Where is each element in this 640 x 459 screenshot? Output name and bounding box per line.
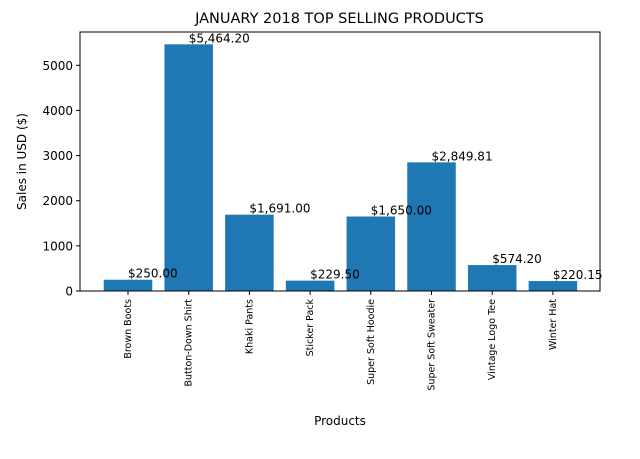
x-tick-label: Super Soft Hoodie bbox=[366, 299, 377, 385]
x-tick-label: Button-Down Shirt bbox=[184, 299, 195, 387]
bar bbox=[407, 162, 456, 291]
y-tick-label: 1000 bbox=[42, 239, 73, 253]
bar bbox=[467, 265, 517, 291]
x-tick-label: Vintage Logo Tee bbox=[487, 299, 498, 380]
bar bbox=[225, 214, 274, 291]
data-label: $1,650.00 bbox=[371, 204, 432, 218]
bar bbox=[103, 279, 153, 291]
data-label: $220.15 bbox=[553, 268, 603, 282]
x-tick-label: Brown Boots bbox=[123, 299, 134, 359]
x-tick-label: Super Soft Sweater bbox=[427, 299, 438, 391]
bar bbox=[164, 44, 213, 291]
bar bbox=[285, 280, 335, 291]
y-tick-label: 4000 bbox=[42, 104, 73, 118]
y-tick-label: 2000 bbox=[42, 194, 73, 208]
y-tick-label: 3000 bbox=[42, 149, 73, 163]
data-label: $229.50 bbox=[310, 268, 360, 282]
data-label: $1,691.00 bbox=[249, 202, 310, 216]
bar bbox=[528, 281, 578, 291]
plot-frame bbox=[79, 31, 601, 292]
chart-title: JANUARY 2018 TOP SELLING PRODUCTS bbox=[194, 11, 484, 27]
data-label: $574.20 bbox=[492, 252, 542, 266]
y-tick-label: 0 bbox=[65, 285, 73, 299]
x-tick-label: Winter Hat bbox=[548, 299, 559, 350]
y-axis-label: Sales in USD ($) bbox=[15, 113, 29, 210]
data-label: $2,849.81 bbox=[432, 149, 493, 163]
y-tick-label: 5000 bbox=[42, 59, 73, 73]
x-tick-label: Sticker Pack bbox=[305, 299, 316, 357]
data-label: $250.00 bbox=[128, 267, 178, 281]
data-label: $5,464.20 bbox=[189, 31, 250, 45]
x-axis-label: Products bbox=[314, 414, 366, 428]
x-tick-label: Khaki Pants bbox=[244, 299, 255, 354]
bar bbox=[346, 216, 396, 291]
